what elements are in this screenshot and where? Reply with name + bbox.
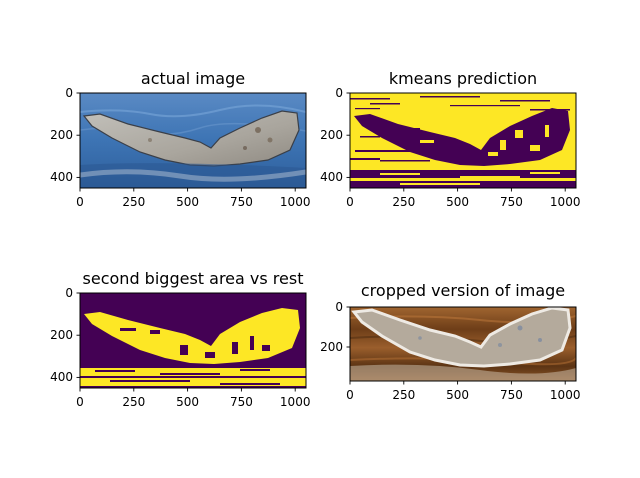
kmeans-prediction-xtick-0: 0 <box>346 195 354 209</box>
cropped-image-xtick-3: 750 <box>500 388 523 402</box>
second-biggest-area-ytick-1: 200 <box>50 328 73 342</box>
second-biggest-area-xtick-0: 0 <box>76 395 84 409</box>
second-biggest-area-xtick-3: 750 <box>230 395 253 409</box>
cropped-image-ytick-1: 200 <box>320 340 343 354</box>
actual-image-ytick-1: 200 <box>50 128 73 142</box>
second-biggest-area-mask <box>80 293 306 388</box>
second-biggest-area-xtick-2: 500 <box>176 395 199 409</box>
second-biggest-area-xtick-4: 1000 <box>280 395 311 409</box>
second-biggest-area-ytick-2: 400 <box>50 370 73 384</box>
actual-image-xtick-2: 500 <box>176 195 199 209</box>
cropped-image-ytick-0: 0 <box>335 300 343 314</box>
actual-image-photo <box>80 93 306 188</box>
cropped-image-xtick-1: 250 <box>392 388 415 402</box>
actual-image-ytick-2: 400 <box>50 170 73 184</box>
kmeans-prediction-xtick-4: 1000 <box>550 195 581 209</box>
second-biggest-area-ytick-0: 0 <box>65 286 73 300</box>
cropped-image-frame <box>349 306 577 382</box>
cropped-image-xtick-4: 1000 <box>550 388 581 402</box>
actual-image-ytick-0: 0 <box>65 86 73 100</box>
second-biggest-area-frame <box>79 292 307 389</box>
kmeans-prediction-xtick-2: 500 <box>446 195 469 209</box>
actual-image-ticks <box>76 92 296 192</box>
actual-image-title: actual image <box>141 69 245 88</box>
kmeans-prediction-map <box>350 93 576 188</box>
second-biggest-area-xtick-1: 250 <box>122 395 145 409</box>
actual-image-xtick-0: 0 <box>76 195 84 209</box>
cropped-image-photo <box>350 307 576 381</box>
subplot-cropped-image: cropped version of image 0 250 500 750 1… <box>320 281 580 402</box>
kmeans-prediction-ytick-2: 400 <box>320 170 343 184</box>
kmeans-prediction-xtick-3: 750 <box>500 195 523 209</box>
second-biggest-area-ticks <box>76 292 296 392</box>
actual-image-frame <box>79 92 307 189</box>
kmeans-prediction-ticks <box>346 92 566 192</box>
cropped-image-xtick-2: 500 <box>446 388 469 402</box>
cropped-image-xtick-0: 0 <box>346 388 354 402</box>
subplot-second-biggest-area: second biggest area vs rest 0 250 500 75… <box>50 269 310 409</box>
actual-image-xtick-3: 750 <box>230 195 253 209</box>
second-biggest-area-title: second biggest area vs rest <box>83 269 304 288</box>
kmeans-prediction-xtick-1: 250 <box>392 195 415 209</box>
kmeans-prediction-ytick-1: 200 <box>320 128 343 142</box>
subplot-kmeans-prediction: kmeans prediction 0 250 500 750 1000 0 2… <box>320 69 580 209</box>
kmeans-prediction-title: kmeans prediction <box>389 69 537 88</box>
actual-image-xtick-4: 1000 <box>280 195 311 209</box>
cropped-image-ticks <box>346 306 566 385</box>
cropped-image-title: cropped version of image <box>361 281 565 300</box>
kmeans-prediction-ytick-0: 0 <box>335 86 343 100</box>
actual-image-xtick-1: 250 <box>122 195 145 209</box>
subplot-actual-image: actual image 0 250 500 750 1000 0 200 40… <box>50 69 310 209</box>
kmeans-prediction-frame <box>349 92 577 189</box>
